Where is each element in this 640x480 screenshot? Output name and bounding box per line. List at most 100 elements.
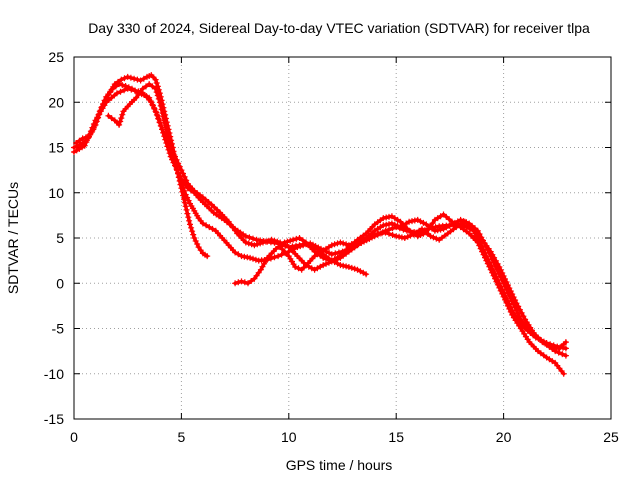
data-point bbox=[181, 199, 188, 206]
data-point bbox=[559, 351, 566, 358]
data-point bbox=[156, 99, 163, 106]
data-point bbox=[320, 254, 327, 261]
data-point bbox=[89, 124, 96, 131]
data-point bbox=[351, 239, 358, 246]
data-point bbox=[197, 247, 204, 254]
data-point bbox=[203, 222, 210, 229]
data-point bbox=[562, 352, 569, 359]
data-point bbox=[214, 206, 221, 213]
data-point bbox=[337, 262, 344, 269]
data-point bbox=[199, 220, 206, 227]
series-trace bbox=[72, 82, 568, 351]
series-6 bbox=[277, 218, 569, 352]
data-point bbox=[190, 231, 197, 238]
data-point bbox=[248, 241, 255, 248]
data-point bbox=[146, 81, 153, 88]
data-point bbox=[165, 140, 172, 146]
data-point bbox=[176, 173, 183, 180]
data-point bbox=[262, 238, 269, 245]
data-point bbox=[457, 216, 464, 223]
data-point bbox=[116, 121, 123, 128]
data-point bbox=[195, 244, 202, 251]
data-point bbox=[242, 233, 249, 240]
data-point bbox=[427, 223, 434, 230]
data-point bbox=[134, 76, 141, 83]
data-point bbox=[257, 240, 264, 247]
y-tick-label: -5 bbox=[52, 321, 65, 337]
data-point bbox=[160, 113, 167, 120]
data-point bbox=[121, 75, 128, 82]
data-point bbox=[487, 248, 494, 255]
data-point bbox=[290, 236, 297, 243]
data-point bbox=[172, 153, 178, 160]
data-point bbox=[325, 256, 332, 263]
data-point bbox=[366, 233, 372, 240]
data-point bbox=[156, 119, 163, 126]
data-point bbox=[245, 280, 251, 287]
data-point bbox=[119, 111, 126, 118]
data-point bbox=[414, 233, 421, 240]
data-point bbox=[154, 92, 161, 99]
data-point bbox=[427, 233, 434, 240]
data-point bbox=[275, 253, 282, 260]
data-point bbox=[332, 250, 339, 257]
data-point bbox=[516, 306, 523, 313]
data-point bbox=[252, 256, 259, 263]
data-point bbox=[388, 220, 395, 227]
data-point bbox=[401, 235, 408, 241]
data-point bbox=[131, 75, 138, 82]
data-point bbox=[124, 85, 131, 92]
series-4 bbox=[71, 85, 569, 359]
data-point bbox=[493, 278, 500, 285]
data-point bbox=[265, 237, 272, 244]
data-point bbox=[117, 118, 124, 125]
data-point bbox=[391, 221, 398, 228]
data-point bbox=[494, 260, 501, 267]
y-tick-label: 10 bbox=[48, 185, 64, 201]
data-point bbox=[167, 143, 174, 150]
data-point bbox=[149, 83, 156, 90]
data-point bbox=[246, 234, 253, 241]
data-point bbox=[328, 251, 335, 258]
data-point bbox=[294, 244, 301, 251]
x-tick-label: 5 bbox=[178, 429, 186, 445]
data-point bbox=[293, 235, 300, 242]
data-point bbox=[84, 135, 91, 142]
data-point bbox=[155, 115, 162, 122]
data-point bbox=[194, 241, 201, 247]
data-point bbox=[127, 74, 134, 81]
data-point bbox=[512, 297, 519, 304]
data-point bbox=[76, 137, 83, 144]
data-point bbox=[271, 254, 278, 261]
data-point bbox=[81, 142, 88, 149]
y-tick-label: -15 bbox=[44, 411, 64, 427]
x-tick-label: 0 bbox=[70, 429, 78, 445]
data-point bbox=[296, 235, 303, 241]
data-point bbox=[87, 128, 94, 135]
data-point bbox=[492, 257, 499, 264]
data-point bbox=[555, 349, 562, 356]
data-point bbox=[151, 104, 157, 111]
data-point bbox=[139, 85, 146, 92]
series-trace bbox=[106, 82, 368, 276]
data-point bbox=[476, 242, 483, 249]
data-point bbox=[118, 115, 125, 122]
data-point bbox=[206, 224, 213, 231]
data-point bbox=[502, 296, 508, 303]
data-point bbox=[389, 225, 396, 232]
data-point bbox=[152, 76, 159, 83]
data-point bbox=[115, 78, 121, 85]
data-point bbox=[331, 241, 338, 248]
y-axis-label: SDTVAR / TECUs bbox=[5, 182, 21, 294]
data-point bbox=[147, 98, 154, 105]
data-point bbox=[278, 251, 285, 258]
axis-ticks: 0 5 10 15 20 25 -15 -10 -5 0 5 10 15 20 25 bbox=[44, 49, 619, 445]
data-point bbox=[175, 160, 182, 167]
data-point bbox=[281, 239, 288, 246]
data-point bbox=[119, 82, 126, 89]
data-point bbox=[118, 76, 125, 83]
series-1 bbox=[71, 81, 569, 352]
data-point bbox=[159, 126, 166, 133]
data-point bbox=[209, 225, 216, 232]
